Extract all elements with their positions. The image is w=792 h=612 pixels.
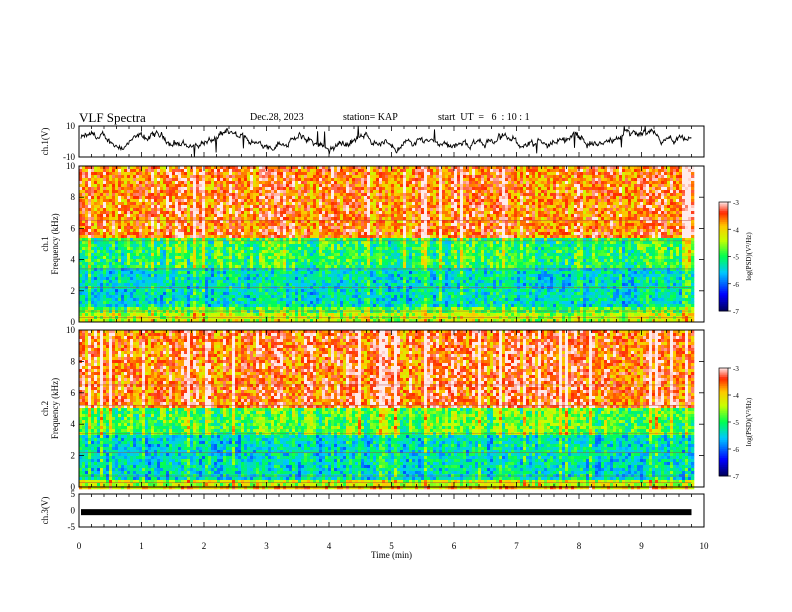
ch2-colorbar-label: log(PSD)(V²/Hz): [745, 397, 753, 446]
ch1-colorbar-tick--6: -6: [733, 281, 739, 289]
x-tick-8: 8: [577, 541, 582, 551]
x-tick-7: 7: [514, 541, 519, 551]
ch1-ytick-bottom: -10: [63, 152, 75, 162]
ch2-spectrogram-cells: [79, 330, 695, 490]
ch3-ytick-5: 5: [71, 489, 76, 499]
ch2-ytick-6: 6: [71, 388, 76, 398]
ch2-ytick-0: 0: [71, 482, 76, 492]
ch2-ylabel-channel: ch.2: [40, 401, 50, 416]
ch2-colorbar-tick--6: -6: [733, 446, 739, 454]
x-axis-label: Time (min): [371, 550, 412, 560]
ch1-ylabel-channel: ch.1: [40, 236, 50, 251]
ch2-colorbar-tick--3: -3: [733, 365, 739, 373]
ch1-waveform-line: [80, 125, 692, 158]
x-tick-6: 6: [452, 541, 457, 551]
ch1-ytick-0: 0: [71, 317, 76, 327]
x-tick-4: 4: [327, 541, 332, 551]
x-tick-1: 1: [139, 541, 144, 551]
ch1-colorbar: [719, 202, 728, 312]
ch1-waveform-x-ticks: [78, 126, 705, 157]
x-tick-5: 5: [389, 541, 394, 551]
ch3-ytick--5: -5: [68, 522, 76, 532]
ch2-ytick-4: 4: [71, 419, 76, 429]
ch3-waveform-band: [81, 509, 692, 516]
ch1-colorbar-tick--5: -5: [733, 254, 739, 262]
x-tick-0: 0: [77, 541, 82, 551]
ch1-colorbar-tick--4: -4: [733, 226, 739, 234]
ch3-waveform-x-ticks: [78, 494, 705, 527]
ch1-colorbar-tick--3: -3: [733, 199, 739, 207]
ch2-ylabel-frequency: Frequency (kHz): [50, 378, 60, 439]
ch1-waveform-ylabel: ch.1(V): [40, 128, 50, 156]
ch1-colorbar-tick--7: -7: [733, 308, 739, 316]
ch2-ytick-2: 2: [71, 451, 76, 461]
ch2-colorbar: [719, 368, 728, 477]
x-tick-2: 2: [202, 541, 207, 551]
x-tick-10: 10: [700, 541, 710, 551]
ch1-spectrogram-cells: [79, 166, 695, 323]
date-label: Dec.28, 2023: [250, 112, 304, 123]
ch1-ytick-6: 6: [71, 223, 76, 233]
ch2-ytick-8: 8: [71, 356, 76, 366]
ch3-waveform-ylabel: ch.3(V): [40, 497, 50, 525]
ch2-ytick-10: 10: [66, 325, 76, 335]
ch1-colorbar-label: log(PSD)(V²/Hz): [745, 232, 753, 281]
ch2-colorbar-tick--4: -4: [733, 392, 739, 400]
ch3-ytick-0: 0: [71, 506, 76, 516]
x-tick-3: 3: [264, 541, 269, 551]
x-tick-9: 9: [639, 541, 644, 551]
station-label: station= KAP: [343, 112, 398, 123]
ch1-ytick-4: 4: [71, 255, 76, 265]
start-time-label: start UT = 6 : 10 : 1: [438, 112, 530, 123]
ch1-ytick-top: 10: [66, 121, 76, 131]
ch2-colorbar-tick--5: -5: [733, 419, 739, 427]
ch1-ylabel-frequency: Frequency (kHz): [50, 213, 60, 274]
ch2-spectrogram-x-ticks: [78, 330, 705, 487]
ch1-ytick-10: 10: [66, 161, 76, 171]
ch1-ytick-2: 2: [71, 286, 76, 296]
ch1-spectrogram-x-ticks: [78, 166, 705, 322]
ch1-ytick-8: 8: [71, 192, 76, 202]
ch2-colorbar-tick--7: -7: [733, 473, 739, 481]
chart-title: VLF Spectra: [79, 110, 146, 126]
